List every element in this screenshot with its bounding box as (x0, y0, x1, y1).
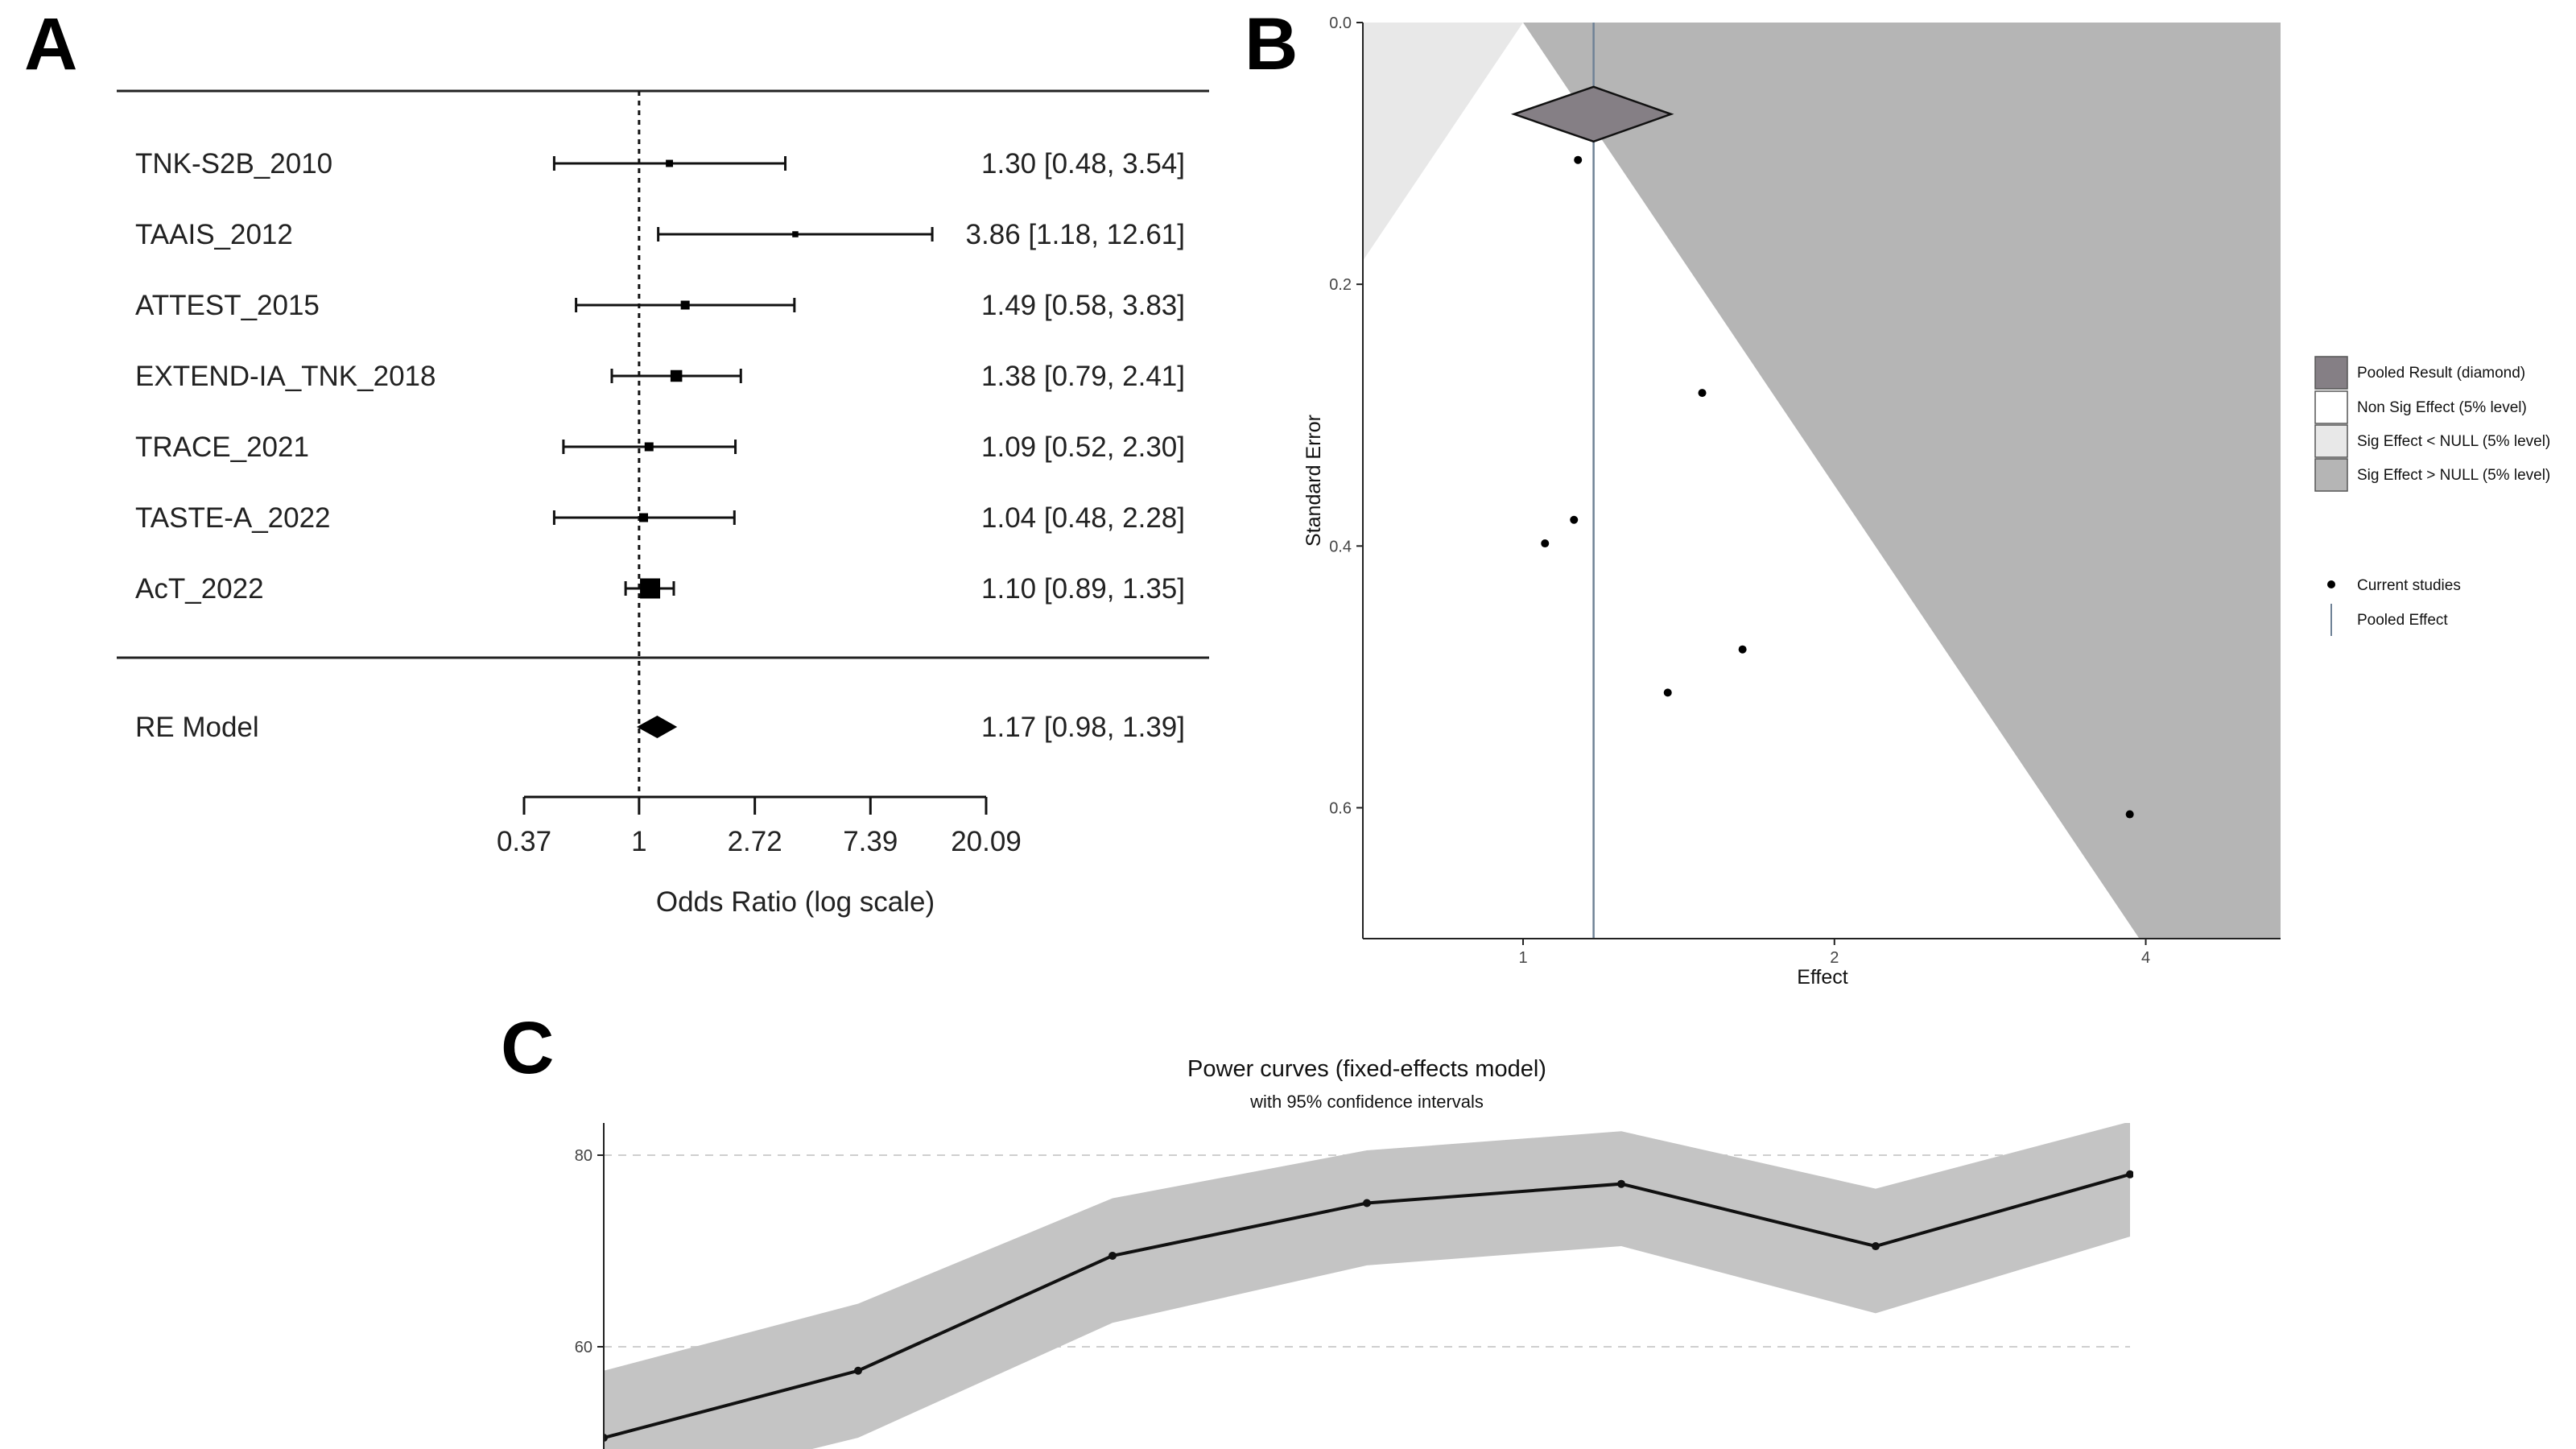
funnel-x-tick-label: 4 (2141, 949, 2150, 967)
funnel-study-point (1541, 539, 1550, 548)
study-point-estimate (680, 300, 690, 310)
power-curve-point (1108, 1251, 1117, 1260)
legend-label: Current studies (2357, 577, 2461, 594)
forest-study-row: EXTEND-IA_TNK_2018 1.38 [0.79, 2.41] (135, 361, 1185, 392)
funnel-plot-panel: B 0.0 0.2 0.4 0.6 1 2 4 Effect Standard Error… (1245, 3, 2550, 989)
legend-swatch (2314, 390, 2348, 424)
summary-diamond (636, 716, 678, 738)
forest-study-row: AcT_2022 1.10 [0.89, 1.35] (135, 573, 1185, 605)
summary-estimate-label: 1.17 [0.98, 1.39] (981, 712, 1185, 743)
study-point-estimate (640, 578, 661, 599)
power-curve-point (1872, 1242, 1880, 1251)
funnel-x-axis-label: Effect (1797, 966, 1848, 989)
funnel-y-axis-label: Standard Error (1302, 415, 1325, 547)
study-name: TRACE_2021 (135, 431, 309, 463)
funnel-y-tick-label: 0.6 (1329, 799, 1352, 817)
forest-study-row: TRACE_2021 1.09 [0.52, 2.30] (135, 431, 1185, 463)
power-curve-point (2126, 1170, 2133, 1179)
power-y-tick-label: 80 (575, 1147, 592, 1165)
power-curve-panel: C Power curves (fixed-effects model) wit… (501, 1007, 2133, 1449)
forest-x-axis-label: Odds Ratio (log scale) (656, 886, 935, 918)
power-plot-area (604, 1123, 2133, 1449)
funnel-study-point (1663, 688, 1672, 697)
funnel-sig-greater-region (1523, 23, 2281, 939)
legend-swatch (2314, 356, 2348, 390)
funnel-y-tick-label: 0.2 (1329, 276, 1352, 294)
forest-study-row: TASTE-A_2022 1.04 [0.48, 2.28] (135, 502, 1185, 534)
funnel-x-axis-ticks: 1 2 4 (1518, 939, 2150, 967)
legend-swatch (2314, 458, 2348, 492)
panel-b-letter: B (1245, 3, 1298, 85)
power-curve-point (854, 1366, 862, 1375)
power-curve-point (604, 1434, 608, 1443)
forest-x-axis: 0.37 1 2.72 7.39 20.09 (497, 795, 1022, 857)
funnel-study-point (2125, 810, 2134, 819)
power-chart-title: Power curves (fixed-effects model) (1187, 1056, 1546, 1082)
forest-axis-tick-label: 20.09 (951, 826, 1022, 857)
study-point-estimate (639, 513, 649, 522)
legend-point-marker (2327, 580, 2335, 588)
funnel-sig-less-region (1363, 23, 1524, 261)
legend-label: Pooled Effect (2357, 612, 2448, 629)
funnel-study-point (1570, 515, 1579, 524)
forest-summary-row: RE Model 1.17 [0.98, 1.39] (135, 712, 1185, 743)
forest-study-rows: TNK-S2B_2010 1.30 [0.48, 3.54] TAAIS_2012 3… (135, 148, 1185, 605)
study-estimate-label: 1.04 [0.48, 2.28] (981, 502, 1185, 534)
legend-label: Non Sig Effect (5% level) (2357, 399, 2527, 416)
study-estimate-label: 1.49 [0.58, 3.83] (981, 290, 1185, 321)
panel-c-letter: C (501, 1007, 554, 1089)
study-estimate-label: 1.10 [0.89, 1.35] (981, 573, 1185, 605)
forest-study-row: TNK-S2B_2010 1.30 [0.48, 3.54] (135, 148, 1185, 180)
study-name: EXTEND-IA_TNK_2018 (135, 361, 436, 392)
forest-plot-panel: A TNK-S2B_2010 1.30 [0.48, 3.54] TAAIS_201… (24, 3, 1209, 918)
funnel-x-tick-label: 1 (1518, 949, 1527, 967)
forest-study-row: TAAIS_2012 3.86 [1.18, 12.61] (135, 219, 1185, 250)
power-curve-point (1617, 1179, 1625, 1188)
study-point-estimate (670, 369, 683, 382)
legend-swatch (2314, 424, 2348, 458)
power-y-axis-ticks: 60 80 (575, 1147, 604, 1356)
power-curve-points (604, 1170, 2133, 1443)
study-estimate-label: 1.38 [0.79, 2.41] (981, 361, 1185, 392)
funnel-plot-area (1363, 23, 2281, 939)
funnel-y-axis-ticks: 0.0 0.2 0.4 0.6 (1329, 14, 1363, 817)
forest-axis-tick-label: 2.72 (728, 826, 782, 857)
legend-label: Sig Effect < NULL (5% level) (2357, 433, 2550, 450)
funnel-pooled-diamond (1510, 85, 1674, 143)
study-name: TAAIS_2012 (135, 219, 293, 250)
forest-study-row: ATTEST_2015 1.49 [0.58, 3.83] (135, 290, 1185, 321)
funnel-study-point (1574, 155, 1583, 164)
funnel-study-point (1738, 645, 1747, 654)
forest-axis-tick-label: 1 (631, 826, 646, 857)
study-estimate-label: 3.86 [1.18, 12.61] (966, 219, 1185, 250)
power-confidence-band (604, 1123, 2130, 1449)
power-curve-point (1363, 1199, 1371, 1208)
legend-label: Pooled Result (diamond) (2357, 365, 2525, 382)
study-name: TASTE-A_2022 (135, 502, 331, 534)
study-point-estimate (644, 442, 654, 452)
forest-axis-tick-label: 0.37 (497, 826, 551, 857)
power-y-tick-label: 60 (575, 1339, 592, 1356)
funnel-legend: Pooled Result (diamond) Non Sig Effect (5… (2314, 356, 2550, 636)
funnel-x-tick-label: 2 (1830, 949, 1839, 967)
legend-label: Sig Effect > NULL (5% level) (2357, 467, 2550, 484)
summary-name: RE Model (135, 712, 259, 743)
study-point-estimate (666, 159, 674, 167)
funnel-study-point (1698, 389, 1707, 398)
study-point-estimate (792, 231, 799, 237)
study-estimate-label: 1.30 [0.48, 3.54] (981, 148, 1185, 180)
funnel-y-tick-label: 0.0 (1329, 14, 1352, 32)
study-name: ATTEST_2015 (135, 290, 320, 321)
power-chart-subtitle: with 95% confidence intervals (1249, 1092, 1484, 1112)
study-name: TNK-S2B_2010 (135, 148, 332, 180)
funnel-y-tick-label: 0.4 (1329, 538, 1352, 555)
study-name: AcT_2022 (135, 573, 264, 605)
study-estimate-label: 1.09 [0.52, 2.30] (981, 431, 1185, 463)
funnel-study-points (1541, 155, 2134, 819)
panel-a-letter: A (24, 3, 77, 85)
forest-axis-tick-label: 7.39 (843, 826, 898, 857)
